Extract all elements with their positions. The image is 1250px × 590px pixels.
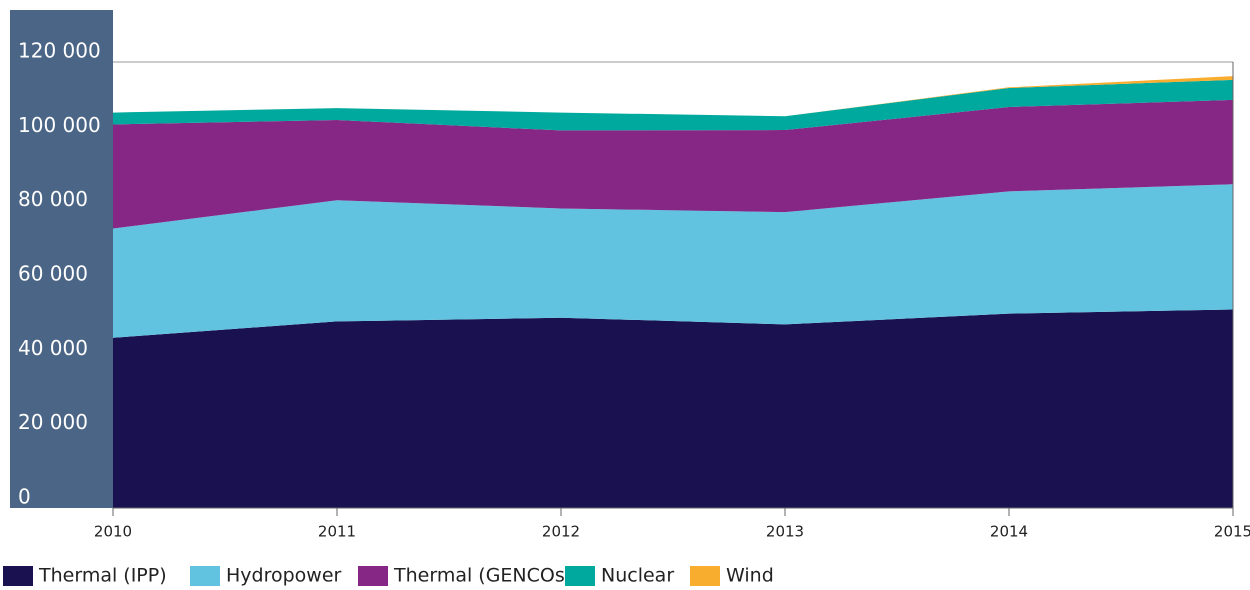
x-tick-label: 2011 [318, 523, 356, 541]
y-tick-label: 80 000 [18, 187, 88, 211]
legend-swatch [358, 566, 388, 586]
y-tick-label: 0 [18, 485, 31, 509]
area [113, 184, 1233, 338]
legend-label: Nuclear [601, 565, 674, 587]
legend-label: Wind [726, 565, 774, 587]
y-axis-panel [10, 10, 113, 508]
y-tick-label: 120 000 [18, 39, 101, 63]
area [113, 309, 1233, 508]
x-tick-label: 2013 [766, 523, 804, 541]
x-tick-label: 2010 [94, 523, 132, 541]
legend-label: Thermal (IPP) [38, 565, 167, 587]
y-tick-label: 100 000 [18, 113, 101, 137]
legend-label: Hydropower [226, 565, 342, 587]
area [113, 99, 1233, 229]
y-tick-label: 40 000 [18, 336, 88, 360]
x-tick-label: 2012 [542, 523, 580, 541]
legend-swatch [690, 566, 720, 586]
x-tick-label: 2014 [990, 523, 1028, 541]
legend-label: Thermal (GENCOs) [393, 565, 572, 587]
legend-swatch [3, 566, 33, 586]
legend-swatch [190, 566, 220, 586]
area [113, 79, 1233, 131]
x-tick-label: 2015 [1214, 523, 1250, 541]
y-tick-label: 60 000 [18, 262, 88, 286]
legend-swatch [565, 566, 595, 586]
y-tick-label: 20 000 [18, 410, 88, 434]
